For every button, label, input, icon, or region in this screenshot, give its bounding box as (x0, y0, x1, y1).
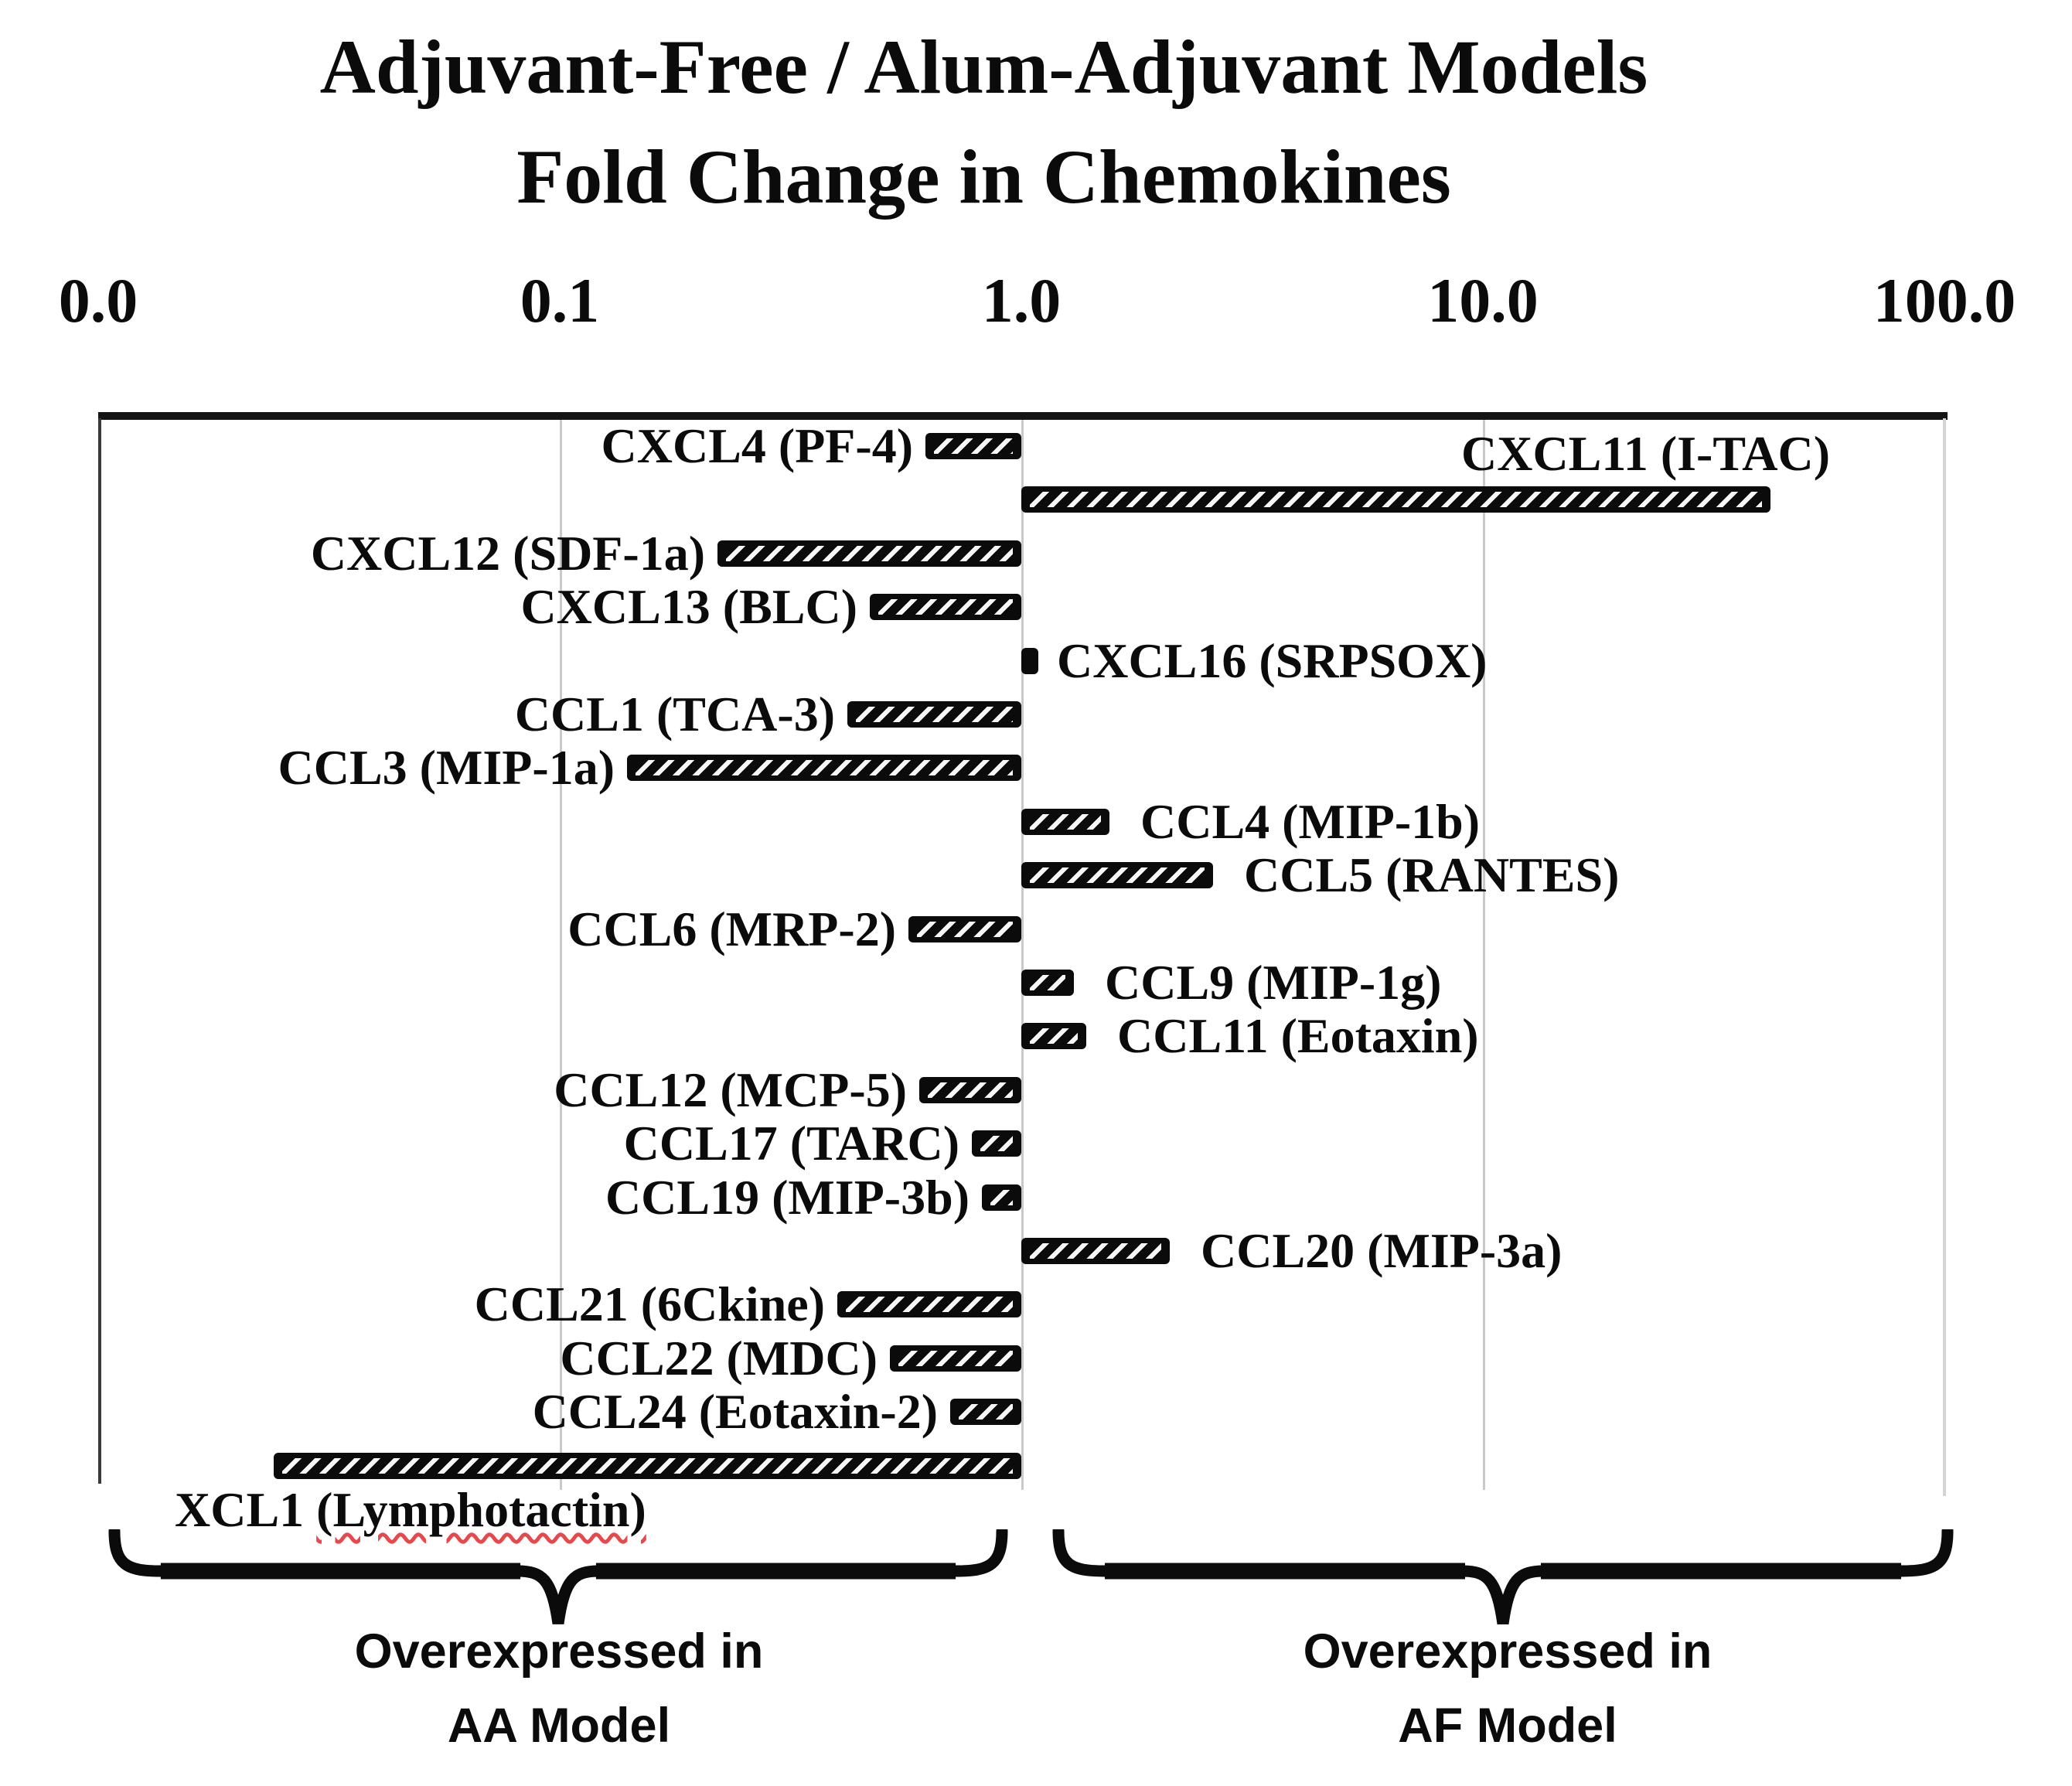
spellcheck-squiggle-text: (Lymphotactin) (316, 1482, 646, 1537)
chart-title: Adjuvant-Free / Alum-Adjuvant Models Fol… (0, 12, 1968, 232)
bar-cxcl4-pf-4 (925, 433, 1021, 459)
bar-label-cxcl12-sdf-1a: CXCL12 (SDF-1a) (310, 526, 705, 581)
bar-ccl6-mrp-2 (908, 916, 1021, 942)
bar-hatch (1030, 1243, 1161, 1259)
bar-ccl19-mip-3b (982, 1184, 1021, 1211)
bar-hatch (856, 707, 1013, 722)
bar-ccl5-rantes (1021, 862, 1213, 888)
annotation-af-line2: AF Model (1398, 1699, 1617, 1753)
bar-hatch (846, 1297, 1013, 1312)
bar-hatch (928, 1082, 1013, 1098)
bar-label-cxcl16-srpsox: CXCL16 (SRPSOX) (1057, 633, 1488, 688)
bar-hatch (636, 760, 1013, 775)
bar-label-ccl1-tca-3: CCL1 (TCA-3) (514, 687, 835, 741)
x-tick-0.1: 0.1 (520, 265, 600, 336)
bar-hatch (1030, 814, 1101, 830)
bar-hatch (726, 546, 1013, 561)
plot-frame-right (1943, 418, 1946, 1496)
bar-ccl22-mdc (890, 1345, 1021, 1372)
annotation-aa-line1: Overexpressed in (354, 1624, 764, 1679)
bar-hatch (878, 599, 1013, 615)
bar-hatch (1030, 867, 1205, 883)
bar-hatch (959, 1404, 1013, 1420)
bar-label-ccl6-mrp-2: CCL6 (MRP-2) (567, 902, 896, 956)
chart-title-line2: Fold Change in Chemokines (516, 134, 1451, 220)
bar-ccl20-mip-3a (1021, 1238, 1170, 1264)
x-tick-0.0: 0.0 (58, 265, 138, 336)
bar-label-cxcl4-pf-4: CXCL4 (PF-4) (601, 418, 913, 473)
bar-label-ccl22-mdc: CCL22 (MDC) (560, 1331, 878, 1386)
bar-label-ccl21-6ckine: CCL21 (6Ckine) (474, 1276, 825, 1331)
bar-label-ccl4-mip-1b: CCL4 (MIP-1b) (1140, 794, 1481, 849)
bar-ccl21-6ckine (837, 1291, 1021, 1317)
bar-label-ccl19-mip-3b: CCL19 (MIP-3b) (605, 1170, 970, 1225)
bar-label-ccl20-mip-3a: CCL20 (MIP-3a) (1201, 1223, 1563, 1278)
right-brace (1052, 1529, 1954, 1625)
bar-cxcl16-srpsox (1021, 648, 1038, 674)
bar-label-ccl17-tarc: CCL17 (TARC) (623, 1116, 959, 1171)
bar-hatch (934, 438, 1013, 454)
bar-ccl24-eotaxin-2 (950, 1399, 1021, 1425)
annotation-af-model: Overexpressed in AF Model (1121, 1614, 1894, 1763)
bar-cxcl13-blc (870, 594, 1021, 620)
bar-label-xcl1-lymphotactin: XCL1 (Lymphotactin) (175, 1482, 646, 1537)
plot-frame-left (98, 418, 101, 1484)
annotation-aa-line2: AA Model (447, 1699, 671, 1753)
bar-ccl4-mip-1b (1021, 809, 1109, 835)
bar-hatch (1030, 1028, 1078, 1044)
bar-hatch (898, 1351, 1013, 1366)
bar-ccl11-eotaxin (1021, 1023, 1086, 1049)
bar-label-cxcl13-blc: CXCL13 (BLC) (520, 579, 857, 634)
chart-title-line1: Adjuvant-Free / Alum-Adjuvant Models (319, 24, 1648, 110)
bar-label-ccl12-mcp-5: CCL12 (MCP-5) (554, 1062, 907, 1117)
bar-hatch (1030, 975, 1065, 990)
bar-hatch (1030, 492, 1762, 507)
x-tick-100.0: 100.0 (1873, 265, 2016, 336)
bar-ccl9-mip-1g (1021, 970, 1074, 996)
bar-label-ccl3-mip-1a: CCL3 (MIP-1a) (278, 740, 615, 795)
gridline-0.1 (560, 420, 562, 1490)
bar-hatch (980, 1136, 1013, 1151)
bar-label-ccl11-eotaxin: CCL11 (Eotaxin) (1117, 1008, 1479, 1063)
bar-label-cxcl11-i-tac: CXCL11 (I-TAC) (1461, 426, 1831, 481)
plot-frame-top (98, 412, 1948, 420)
x-tick-1.0: 1.0 (981, 265, 1062, 336)
bar-ccl1-tca-3 (847, 701, 1021, 728)
bar-hatch (282, 1458, 1013, 1474)
gridline-10.0 (1483, 420, 1485, 1490)
annotation-af-line1: Overexpressed in (1303, 1624, 1712, 1679)
gridline-1.0 (1021, 420, 1024, 1490)
x-tick-10.0: 10.0 (1427, 265, 1539, 336)
bar-xcl1-lymphotactin (274, 1453, 1021, 1479)
bar-cxcl11-i-tac (1021, 486, 1770, 513)
bar-label-ccl9-mip-1g: CCL9 (MIP-1g) (1105, 955, 1442, 1010)
bar-ccl3-mip-1a (627, 755, 1021, 781)
bar-hatch (917, 922, 1013, 937)
bar-cxcl12-sdf-1a (717, 540, 1021, 567)
left-brace (108, 1529, 1008, 1624)
bar-hatch (990, 1190, 1013, 1205)
bar-ccl17-tarc (972, 1130, 1021, 1157)
annotation-aa-model: Overexpressed in AA Model (172, 1614, 946, 1763)
bar-ccl12-mcp-5 (919, 1077, 1021, 1103)
bar-label-ccl24-eotaxin-2: CCL24 (Eotaxin-2) (532, 1384, 938, 1439)
bar-label-ccl5-rantes: CCL5 (RANTES) (1244, 847, 1620, 902)
